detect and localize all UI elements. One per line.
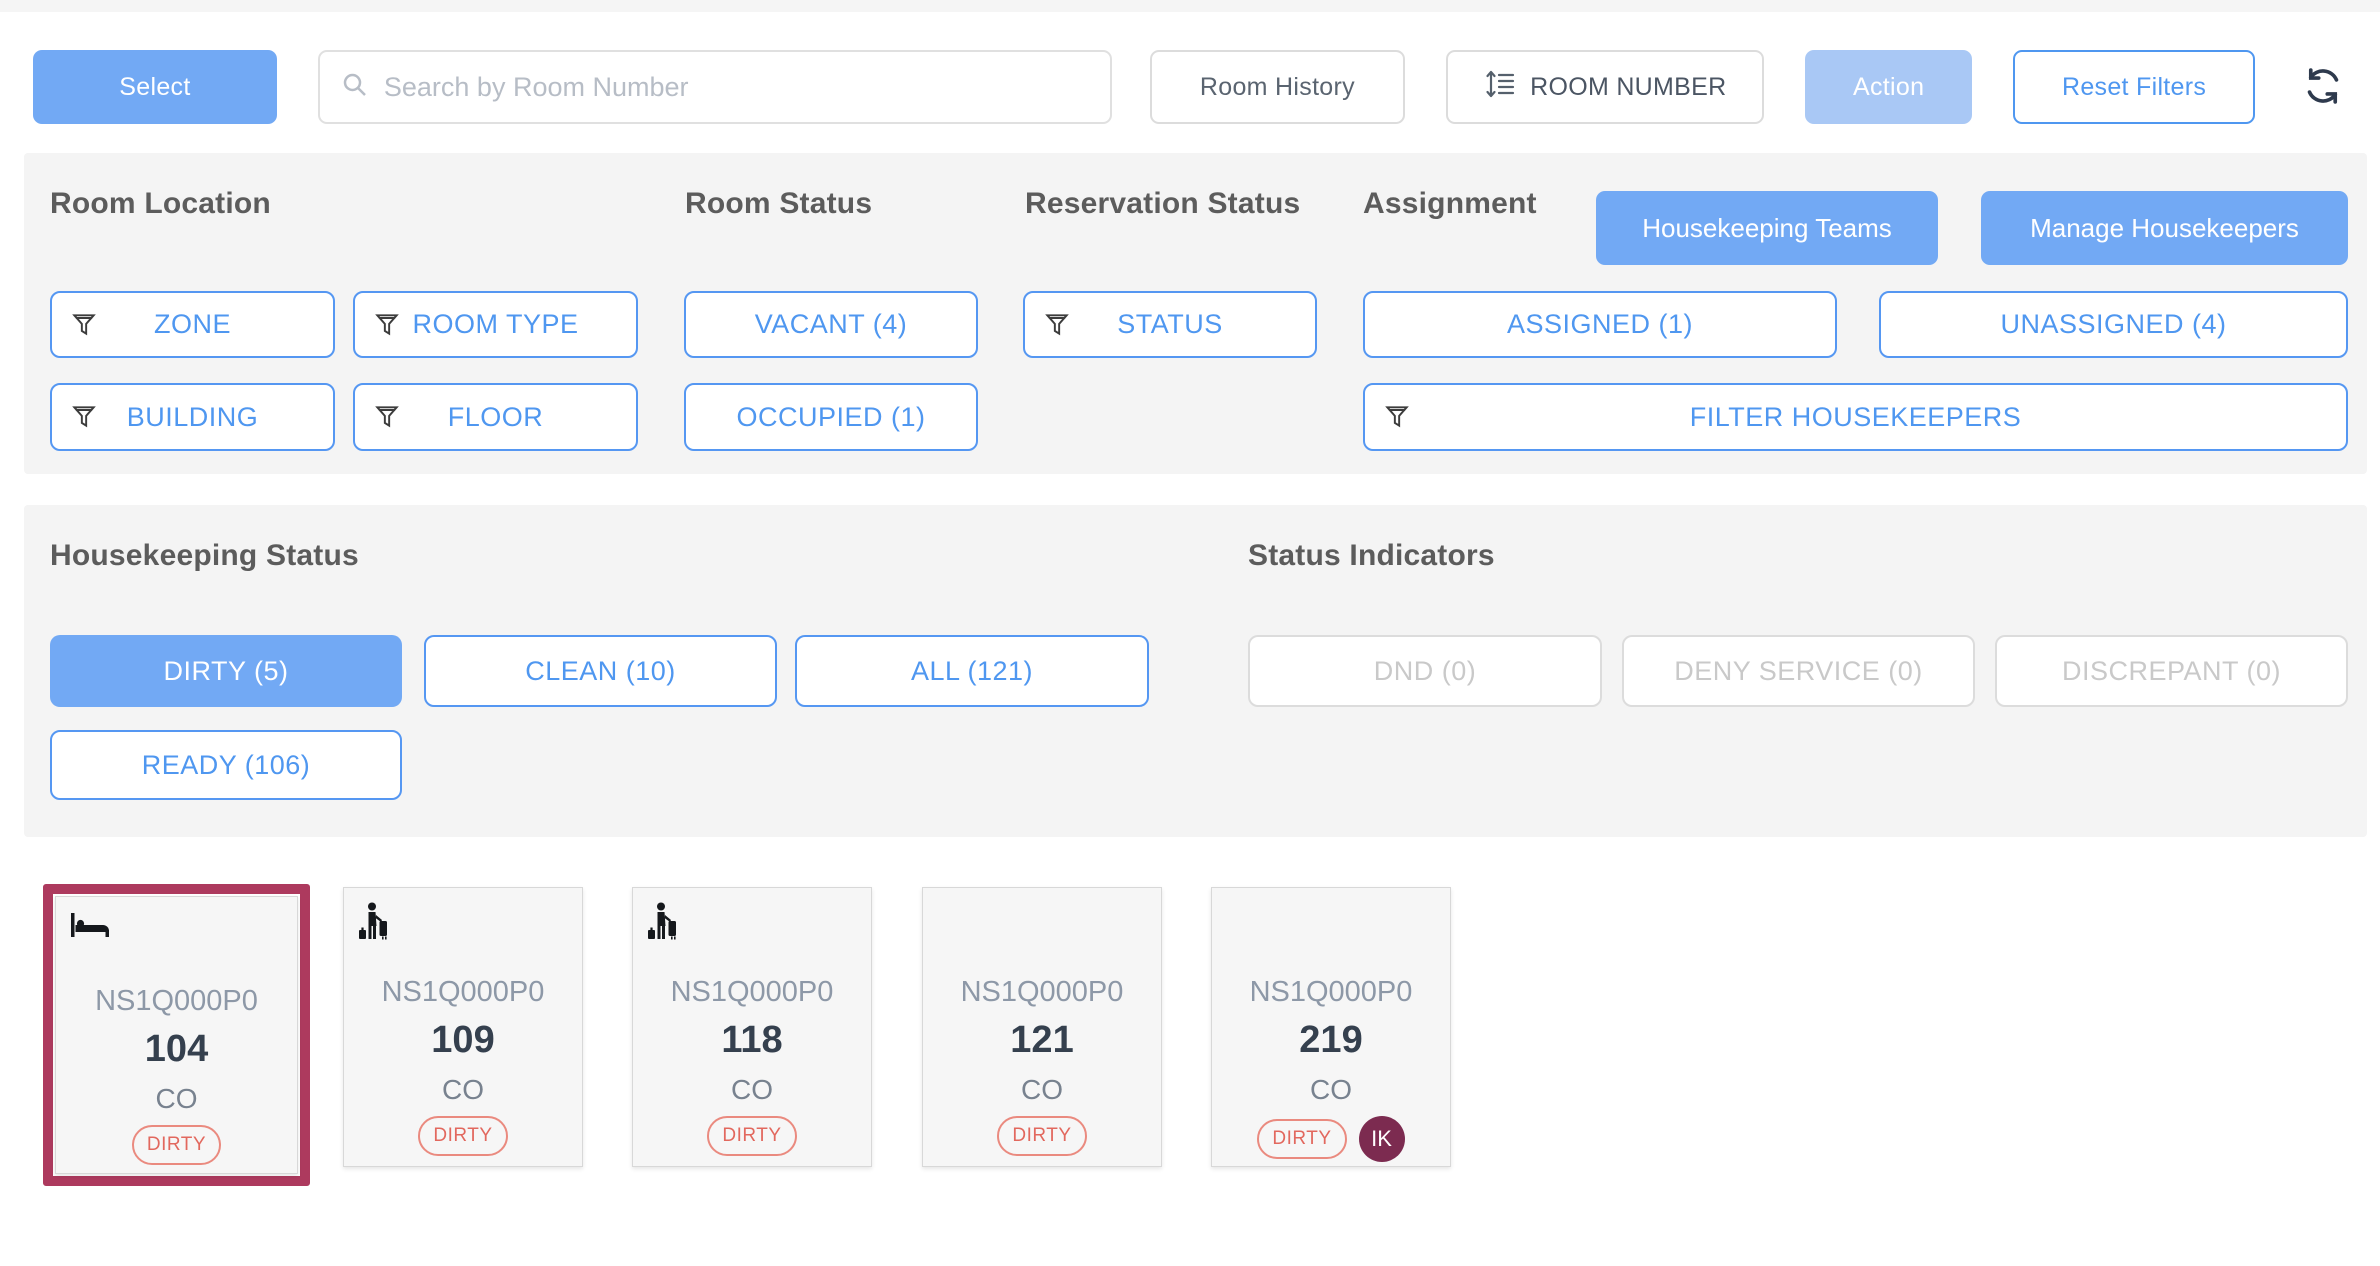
sort-by-label: ROOM NUMBER — [1530, 72, 1727, 101]
room-number: 104 — [144, 1028, 209, 1070]
deny-service-indicator-label: DENY SERVICE (0) — [1674, 655, 1923, 686]
funnel-icon — [373, 311, 401, 339]
reservation-code: CO — [442, 1074, 484, 1105]
status-filter-label: STATUS — [1117, 309, 1223, 339]
room-status-title: Room Status — [685, 187, 873, 220]
room-card[interactable]: NS1Q000P0 121 CO DIRTY — [922, 887, 1162, 1167]
discrepant-indicator-button[interactable]: DISCREPANT (0) — [1995, 635, 2348, 707]
dirty-filter-label: DIRTY (5) — [163, 655, 289, 686]
toolbar: Select Room History ROOM NUMBER Action R… — [33, 50, 2347, 124]
ready-filter-button[interactable]: READY (106) — [50, 730, 402, 800]
status-badge: DIRTY — [418, 1116, 508, 1156]
funnel-icon — [1383, 403, 1411, 431]
reservation-code: CO — [1310, 1074, 1352, 1105]
housekeeping-status-panel: Housekeeping Status Status Indicators DI… — [24, 505, 2367, 837]
assignment-title: Assignment — [1363, 187, 1537, 220]
room-type-code: NS1Q000P0 — [1249, 976, 1413, 1008]
filter-housekeepers-label: FILTER HOUSEKEEPERS — [1689, 401, 2022, 432]
room-number: 121 — [1010, 1019, 1074, 1061]
occupied-filter-label: OCCUPIED (1) — [736, 401, 926, 432]
room-type-code: NS1Q000P0 — [670, 976, 834, 1008]
manage-housekeepers-button[interactable]: Manage Housekeepers — [1981, 191, 2348, 265]
room-number: 109 — [431, 1019, 495, 1061]
room-type-filter-button[interactable]: ROOM TYPE — [353, 291, 638, 358]
reset-filters-button[interactable]: Reset Filters — [2013, 50, 2256, 124]
search-box[interactable] — [317, 50, 1112, 124]
dnd-indicator-label: DND (0) — [1373, 655, 1477, 686]
floor-filter-button[interactable]: FLOOR — [353, 383, 638, 451]
filter-housekeepers-button[interactable]: FILTER HOUSEKEEPERS — [1363, 383, 2348, 451]
assigned-filter-button[interactable]: ASSIGNED (1) — [1363, 291, 1837, 358]
select-button[interactable]: Select — [33, 50, 277, 124]
deny-service-indicator-button[interactable]: DENY SERVICE (0) — [1622, 635, 1975, 707]
room-card[interactable]: NS1Q000P0 219 CO DIRTY IK — [1211, 887, 1451, 1167]
room-number: 219 — [1299, 1019, 1363, 1061]
unassigned-filter-button[interactable]: UNASSIGNED (4) — [1879, 291, 2348, 358]
funnel-icon — [373, 403, 401, 431]
dirty-filter-button[interactable]: DIRTY (5) — [50, 635, 402, 707]
room-type-code: NS1Q000P0 — [95, 985, 258, 1017]
floor-filter-label: FLOOR — [447, 401, 544, 432]
clean-filter-label: CLEAN (10) — [525, 655, 676, 686]
room-card[interactable]: NS1Q000P0 109 CO DIRTY — [343, 887, 583, 1167]
reservation-status-filter-button[interactable]: STATUS — [1023, 291, 1317, 358]
housekeeping-teams-button[interactable]: Housekeeping Teams — [1596, 191, 1938, 265]
dnd-indicator-button[interactable]: DND (0) — [1248, 635, 1602, 707]
building-filter-label: BUILDING — [126, 401, 259, 432]
room-location-title: Room Location — [50, 187, 271, 220]
sort-by-dropdown[interactable]: ROOM NUMBER — [1446, 50, 1765, 124]
discrepant-indicator-label: DISCREPANT (0) — [2061, 655, 2282, 686]
reservation-status-title: Reservation Status — [1025, 187, 1301, 220]
reservation-code: CO — [1021, 1074, 1063, 1105]
funnel-icon — [70, 403, 98, 431]
all-filter-label: ALL (121) — [910, 655, 1034, 686]
zone-filter-label: ZONE — [153, 309, 231, 339]
room-card[interactable]: NS1Q000P0 118 CO DIRTY — [632, 887, 872, 1167]
unassigned-filter-label: UNASSIGNED (4) — [2000, 309, 2227, 339]
room-card-grid: NS1Q000P0 104 CO DIRTY — [0, 884, 2380, 1186]
all-filter-button[interactable]: ALL (121) — [795, 635, 1149, 707]
guest-with-luggage-icon — [358, 902, 390, 947]
ready-filter-label: READY (106) — [141, 749, 311, 780]
status-badge: DIRTY — [131, 1125, 222, 1165]
room-type-code: NS1Q000P0 — [381, 976, 545, 1008]
status-badge: DIRTY — [997, 1116, 1087, 1156]
search-input[interactable] — [383, 71, 1090, 103]
room-number: 118 — [721, 1019, 783, 1061]
filters-panel: Room Location Room Status Reservation St… — [24, 153, 2367, 474]
vacant-filter-button[interactable]: VACANT (4) — [684, 291, 978, 358]
room-history-button[interactable]: Room History — [1149, 50, 1406, 124]
bed-icon — [70, 911, 110, 944]
room-type-filter-label: ROOM TYPE — [412, 309, 579, 339]
action-button[interactable]: Action — [1805, 50, 1973, 124]
refresh-icon — [2301, 64, 2345, 111]
zone-filter-button[interactable]: ZONE — [50, 291, 335, 358]
sort-icon — [1484, 67, 1516, 108]
housekeeper-initials-badge: IK — [1358, 1116, 1405, 1162]
assigned-filter-label: ASSIGNED (1) — [1506, 309, 1694, 339]
status-badge: DIRTY — [707, 1116, 797, 1156]
search-icon — [340, 70, 370, 105]
top-strip — [0, 0, 2380, 12]
housekeeping-status-title: Housekeeping Status — [50, 539, 359, 572]
funnel-icon — [70, 311, 98, 339]
refresh-button[interactable] — [2299, 63, 2347, 111]
building-filter-button[interactable]: BUILDING — [50, 383, 335, 451]
clean-filter-button[interactable]: CLEAN (10) — [424, 635, 777, 707]
vacant-filter-label: VACANT (4) — [754, 309, 908, 339]
reservation-code: CO — [731, 1074, 773, 1105]
funnel-icon — [1043, 311, 1071, 339]
room-card-selected[interactable]: NS1Q000P0 104 CO DIRTY — [43, 884, 310, 1186]
occupied-filter-button[interactable]: OCCUPIED (1) — [684, 383, 978, 451]
guest-with-luggage-icon — [647, 902, 679, 947]
status-indicators-title: Status Indicators — [1248, 539, 1495, 572]
room-type-code: NS1Q000P0 — [960, 976, 1124, 1008]
reservation-code: CO — [155, 1083, 198, 1114]
status-badge: DIRTY — [1257, 1119, 1347, 1159]
